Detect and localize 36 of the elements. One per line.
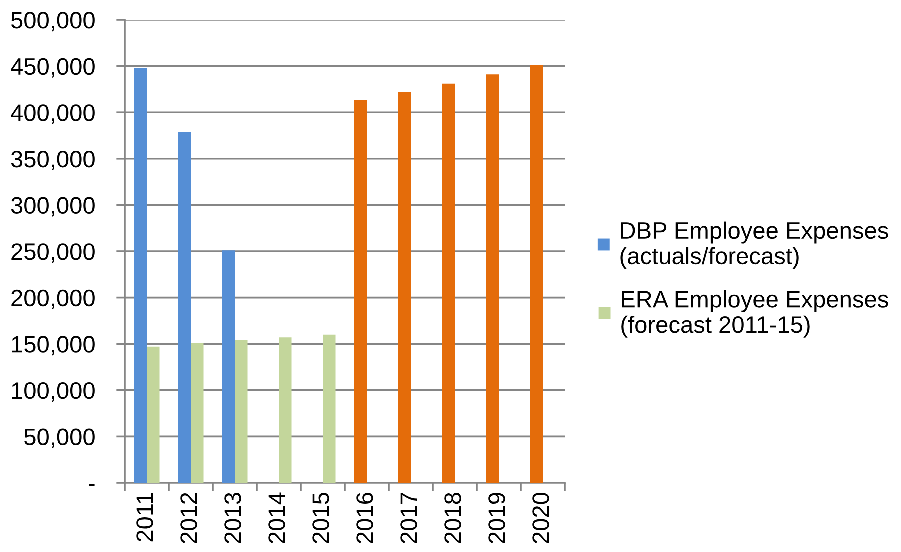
legend-label: ERA Employee Expenses (forecast 2011-15) [622,290,888,338]
bar [486,74,499,483]
y-tick-label: 500,000 [11,12,95,32]
bar [222,250,235,483]
y-tick-label: 150,000 [12,336,95,356]
y-tick-label: - [89,484,95,486]
bar [354,100,367,483]
y-tick-label: 250,000 [12,244,95,264]
bar [530,65,543,483]
x-tick-label: 2020 [532,492,550,544]
x-tick-label: 2016 [356,493,374,544]
y-tick-label: 450,000 [11,58,95,78]
x-tick-label: 2013 [224,493,242,544]
legend-label: DBP Employee Expenses (actuals/forecast) [620,222,888,270]
bar [235,340,248,483]
x-tick-label: 2017 [400,493,418,544]
y-tick-label: 350,000 [11,150,95,170]
x-tick-label: 2015 [312,493,330,544]
x-tick-label: 2011 [136,493,154,542]
bar [398,92,411,483]
x-tick-label: 2018 [444,493,462,544]
y-tick-label: 50,000 [24,428,95,448]
bar [178,132,191,483]
bar [191,343,204,483]
bar [442,84,455,483]
y-tick-label: 300,000 [11,197,95,217]
bar [134,68,147,483]
x-tick-label: 2019 [488,493,506,544]
x-tick-label: 2012 [180,493,198,544]
bar [279,338,292,483]
bar [147,346,160,483]
y-tick-label: 400,000 [11,104,95,124]
x-tick-label: 2014 [268,492,286,544]
y-tick-label: 200,000 [12,290,95,310]
bar [323,334,336,483]
y-tick-label: 100,000 [12,382,95,402]
